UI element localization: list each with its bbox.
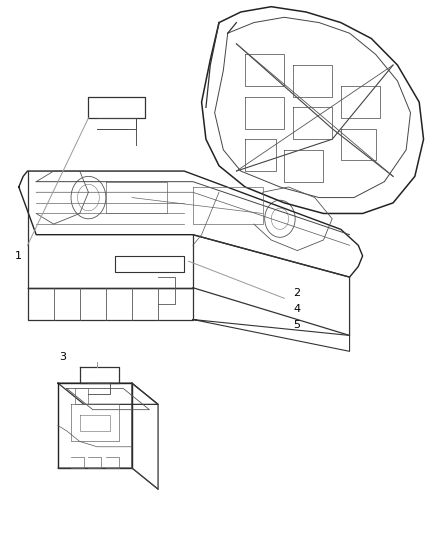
Text: 3: 3 (59, 352, 66, 361)
Text: 5: 5 (293, 320, 300, 330)
Text: 4: 4 (293, 304, 300, 314)
Text: 1: 1 (15, 251, 22, 261)
Text: 2: 2 (293, 288, 300, 298)
